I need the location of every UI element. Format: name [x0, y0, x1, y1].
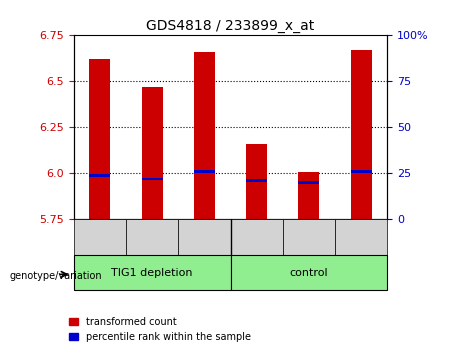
- Bar: [298, 181, 319, 184]
- FancyBboxPatch shape: [126, 219, 178, 255]
- FancyBboxPatch shape: [178, 219, 230, 255]
- Bar: [246, 144, 267, 219]
- Bar: [351, 50, 372, 219]
- FancyBboxPatch shape: [74, 255, 230, 290]
- Bar: [142, 178, 163, 181]
- Bar: [194, 170, 215, 173]
- FancyBboxPatch shape: [230, 219, 283, 255]
- FancyBboxPatch shape: [335, 219, 387, 255]
- FancyBboxPatch shape: [74, 219, 126, 255]
- Bar: [89, 59, 110, 219]
- Text: genotype/variation: genotype/variation: [9, 271, 102, 281]
- FancyBboxPatch shape: [283, 219, 335, 255]
- FancyBboxPatch shape: [230, 255, 387, 290]
- Bar: [194, 52, 215, 219]
- Bar: [142, 87, 163, 219]
- Bar: [246, 179, 267, 182]
- Bar: [351, 170, 372, 173]
- Text: control: control: [290, 268, 328, 278]
- Title: GDS4818 / 233899_x_at: GDS4818 / 233899_x_at: [147, 19, 314, 33]
- Bar: [89, 174, 110, 177]
- Bar: [298, 172, 319, 219]
- Legend: transformed count, percentile rank within the sample: transformed count, percentile rank withi…: [65, 313, 255, 346]
- Text: TIG1 depletion: TIG1 depletion: [112, 268, 193, 278]
